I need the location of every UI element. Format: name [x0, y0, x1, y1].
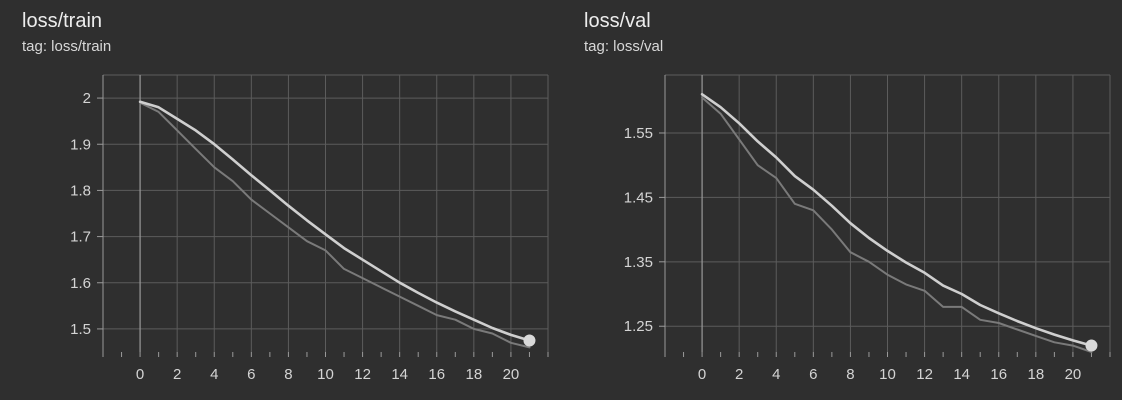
- x-tick-label: 6: [247, 366, 255, 383]
- series-line-smoothed: [138, 100, 531, 342]
- chart-title: loss/train: [22, 10, 103, 32]
- x-tick-label: 8: [846, 366, 854, 383]
- x-tick-label: 0: [698, 366, 706, 383]
- x-tick-label: 10: [879, 366, 896, 383]
- x-tick-label: 0: [136, 366, 144, 383]
- x-tick-label: 18: [465, 366, 482, 383]
- line-chart-loss-val: 0 2 4 6 8 10 12 14 16 18 20 1.25 1.35 1.45 1.55: [624, 74, 1111, 383]
- y-tick-label: 2: [83, 90, 91, 107]
- y-tick-label: 1.7: [70, 229, 91, 246]
- chart-panel-loss-val: loss/val tag: loss/val 0 2 4 6 8 10 12 14 16 18 20…: [562, 0, 1122, 400]
- grid: [102, 74, 549, 352]
- x-tick-label: 20: [1065, 366, 1082, 383]
- chart-subtitle: tag: loss/val: [584, 38, 664, 55]
- chart-title: loss/val: [584, 10, 651, 32]
- x-tick-label: 8: [284, 366, 292, 383]
- x-tick-label: 4: [210, 366, 218, 383]
- line-chart-loss-train: 0 2 4 6 8 10 12 14 16 18 20 1.5 1.6 1.7 1.8 1.9 2: [70, 74, 549, 383]
- y-tick-label: 1.8: [70, 182, 91, 199]
- y-tick-label: 1.25: [624, 318, 653, 335]
- y-tick-label: 1.35: [624, 254, 653, 271]
- x-tick-label: 14: [391, 366, 408, 383]
- y-tick-label: 1.55: [624, 125, 653, 142]
- x-tick-label: 18: [1027, 366, 1044, 383]
- series-end-point: [1085, 339, 1098, 352]
- y-tick-label: 1.9: [70, 136, 91, 153]
- series-line-raw: [701, 96, 1093, 353]
- series-line-smoothed: [700, 93, 1093, 347]
- x-tick-label: 10: [317, 366, 334, 383]
- y-tick-label: 1.6: [70, 275, 91, 292]
- y-tick-label: 1.45: [624, 189, 653, 206]
- x-tick-label: 20: [503, 366, 520, 383]
- x-tick-label: 6: [809, 366, 817, 383]
- series-line-raw: [139, 101, 531, 349]
- x-tick-label: 14: [953, 366, 970, 383]
- x-tick-label: 2: [735, 366, 743, 383]
- y-tick-label: 1.5: [70, 321, 91, 338]
- chart-panel-loss-train: loss/train tag: loss/train 0 2 4 6 8 10 12 14 16…: [0, 0, 560, 400]
- chart-subtitle: tag: loss/train: [22, 38, 112, 55]
- series-end-point: [523, 334, 536, 347]
- x-tick-label: 4: [772, 366, 780, 383]
- x-tick-label: 16: [990, 366, 1007, 383]
- x-tick-label: 12: [354, 366, 371, 383]
- x-tick-label: 2: [173, 366, 181, 383]
- x-tick-label: 12: [916, 366, 933, 383]
- x-tick-label: 16: [428, 366, 445, 383]
